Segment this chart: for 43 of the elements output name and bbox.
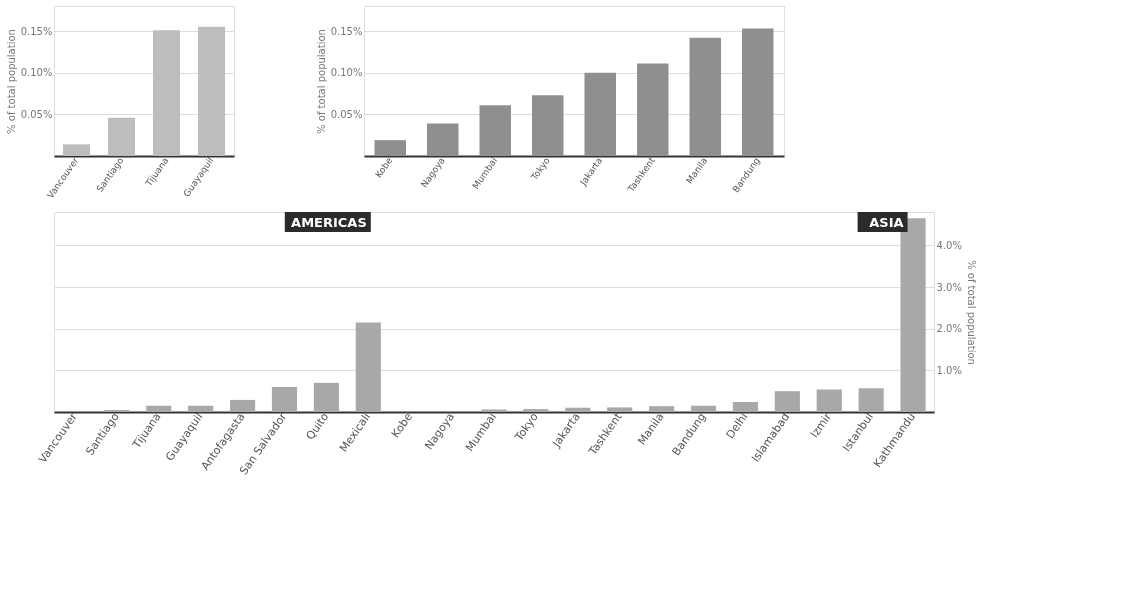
bar [532,95,564,156]
bar [690,405,717,412]
bar [188,405,214,412]
bar [271,387,298,412]
y-tick-label: 1.0% [936,364,962,376]
bar [732,402,758,412]
y-tick-label: 4.0% [936,239,962,251]
y-tick-label: 0.05% [330,108,363,120]
y-axis-title: % of total population [315,29,327,134]
annotation: AMERICAS [291,215,367,230]
bar [774,391,800,412]
bar [313,382,339,412]
bar [355,322,381,412]
bar [146,405,172,412]
bar [153,30,180,156]
bar [607,407,633,412]
bar [742,28,774,156]
y-tick-label: 3.0% [936,281,962,293]
bar [198,26,225,156]
bar [523,409,549,412]
annotation: ASIA [869,215,904,230]
bar [649,406,675,412]
bar [637,63,669,156]
y-axis-title: % of total population [5,29,17,134]
bar [374,140,406,156]
y-tick-label: 0.15% [20,25,53,37]
bar [479,105,511,156]
bar [108,117,135,156]
bar [427,123,459,156]
bar [858,388,884,412]
bar [584,72,616,156]
y-axis-title: % of total population [965,260,977,365]
bar [230,399,256,412]
bar [565,407,591,412]
y-tick-label: 0.05% [20,108,53,120]
y-tick-label: 0.10% [20,67,53,79]
bar [689,37,721,156]
bar [63,144,90,156]
y-tick-label: 0.15% [330,25,363,37]
y-tick-label: 0.10% [330,67,363,79]
bar [104,409,130,412]
bar [816,389,842,412]
y-tick-label: 2.0% [936,323,962,335]
